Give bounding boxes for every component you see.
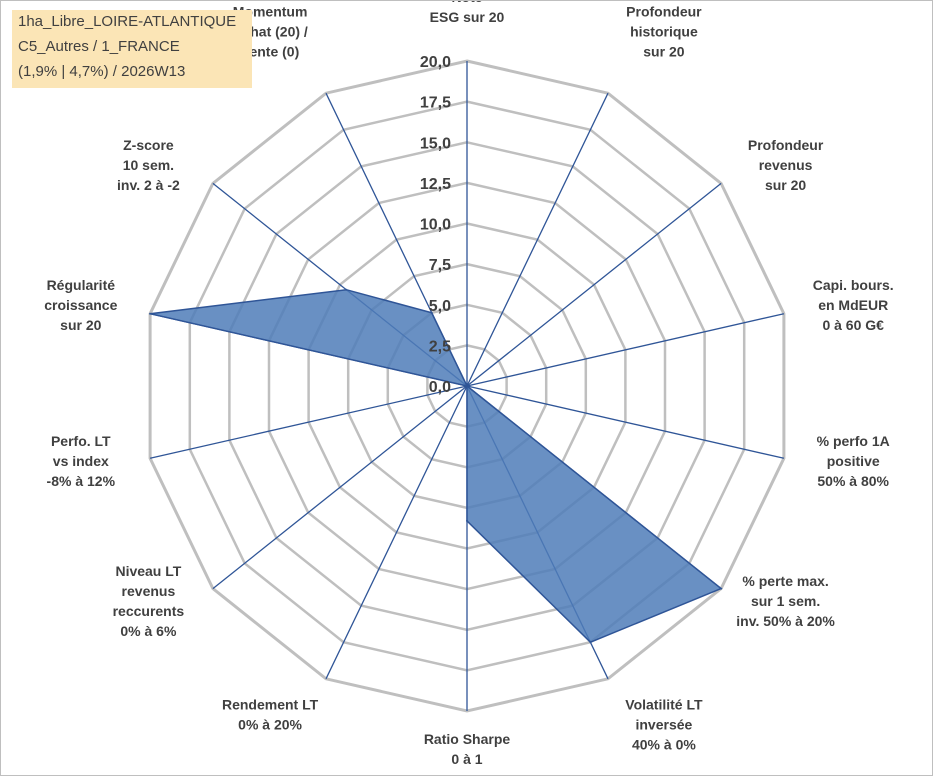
tick-label: 7,5 — [429, 257, 451, 274]
axis-spoke — [466, 385, 785, 459]
axis-spoke — [466, 182, 722, 387]
axis-label-line: 40% à 0% — [632, 736, 696, 752]
axis-label-line: % perte max. — [742, 573, 828, 589]
axis-label: Profondeur revenus sur 20 — [748, 137, 824, 193]
axis-label-line: inv. 2 à -2 — [117, 177, 180, 193]
axis-label-line: Ratio Sharpe — [424, 731, 511, 747]
axis-label-line: -8% à 12% — [47, 473, 116, 489]
tick-label: 20,0 — [420, 54, 451, 71]
axis-spoke — [212, 385, 468, 590]
axis-label-line: 0 à 60 G€ — [822, 317, 884, 333]
axis-label-line: Régularité — [47, 277, 116, 293]
axis-label-line: sur 20 — [643, 44, 684, 60]
axis-label-line: 0 à 1 — [451, 751, 482, 767]
axis-spoke — [325, 385, 468, 680]
axis-label: Niveau LT revenus reccurents 0% à 6% — [113, 563, 185, 639]
axis-label-line: 0% à 6% — [120, 623, 177, 639]
axis-label-line: Note — [451, 1, 482, 5]
axis-label-line: % perfo 1A — [817, 433, 890, 449]
axis-label-line: Vente (0) — [241, 44, 299, 60]
axis-label-line: Volatilité LT — [625, 696, 703, 712]
axis-label: Profondeur historique sur 20 — [626, 4, 702, 60]
axis-label-line: Profondeur — [748, 137, 824, 153]
axis-label-line: 50% à 80% — [817, 473, 889, 489]
axis-label-line: Niveau LT — [115, 563, 181, 579]
axis-label: Rendement LT 0% à 20% — [222, 696, 319, 732]
axis-label-line: 10 sem. — [123, 157, 174, 173]
data-point — [430, 311, 433, 314]
axis-label-line: inv. 50% à 20% — [736, 613, 835, 629]
axis-label-line: vs index — [53, 453, 109, 469]
axis-label: Régularité croissance sur 20 — [44, 277, 117, 333]
info-title: 1ha_Libre_LOIRE-ATLANTIQUE — [18, 13, 237, 30]
axis-label-line: Rendement LT — [222, 696, 319, 712]
axis-label-line: inversée — [635, 716, 692, 732]
axis-label-line: en MdEUR — [818, 297, 888, 313]
axis-label-line: 0% à 20% — [238, 716, 302, 732]
axis-spoke — [149, 385, 468, 459]
axis-label-line: Capi. bours. — [813, 277, 894, 293]
tick-label: 10,0 — [420, 217, 451, 234]
axis-spoke — [466, 92, 609, 387]
tick-label: 15,0 — [420, 135, 451, 152]
axis-label: Z-score 10 sem. inv. 2 à -2 — [117, 137, 180, 193]
info-category: C5_Autres / 1_FRANCE — [18, 38, 180, 55]
axis-label: % perfo 1A positive 50% à 80% — [817, 433, 890, 489]
axis-label-line: Z-score — [123, 137, 174, 153]
axis-label-line: sur 1 sem. — [751, 593, 820, 609]
tick-label: 12,5 — [420, 176, 451, 193]
info-stats: (1,9% | 4,7%) / 2026W13 — [18, 63, 186, 80]
axis-label-line: sur 20 — [765, 177, 806, 193]
data-point — [149, 312, 152, 315]
axis-label-line: revenus — [759, 157, 813, 173]
data-point — [589, 641, 592, 644]
axis-label-line: revenus — [122, 583, 176, 599]
axis-label-line: reccurents — [113, 603, 185, 619]
tick-label: 5,0 — [429, 298, 451, 315]
axis-label: Perfo. LT vs index -8% à 12% — [47, 433, 116, 489]
tick-label: 17,5 — [420, 95, 451, 112]
axis-label-line: Profondeur — [626, 4, 702, 20]
axis-label: Volatilité LT inversée 40% à 0% — [625, 696, 703, 752]
axis-label-line: ESG sur 20 — [430, 9, 505, 25]
data-point — [345, 288, 348, 291]
axis-spoke — [466, 313, 785, 387]
axis-label: Capi. bours. en MdEUR 0 à 60 G€ — [813, 277, 894, 333]
tick-label: 2,5 — [429, 338, 451, 355]
axis-label: % perte max. sur 1 sem. inv. 50% à 20% — [736, 573, 835, 629]
axis-label-line: croissance — [44, 297, 117, 313]
axis-label-line: historique — [630, 24, 698, 40]
info-box: 1ha_Libre_LOIRE-ATLANTIQUE C5_Autres / 1… — [12, 10, 252, 88]
axis-label-line: Perfo. LT — [51, 433, 111, 449]
axis-label-line: sur 20 — [60, 317, 101, 333]
tick-label: 0,0 — [429, 379, 451, 396]
data-point — [466, 385, 468, 387]
data-point — [466, 519, 468, 522]
axis-label: Note ESG sur 20 — [430, 1, 505, 25]
axis-label-line: positive — [827, 453, 880, 469]
axis-label: Ratio Sharpe 0 à 1 — [424, 731, 511, 767]
data-point — [720, 587, 723, 590]
